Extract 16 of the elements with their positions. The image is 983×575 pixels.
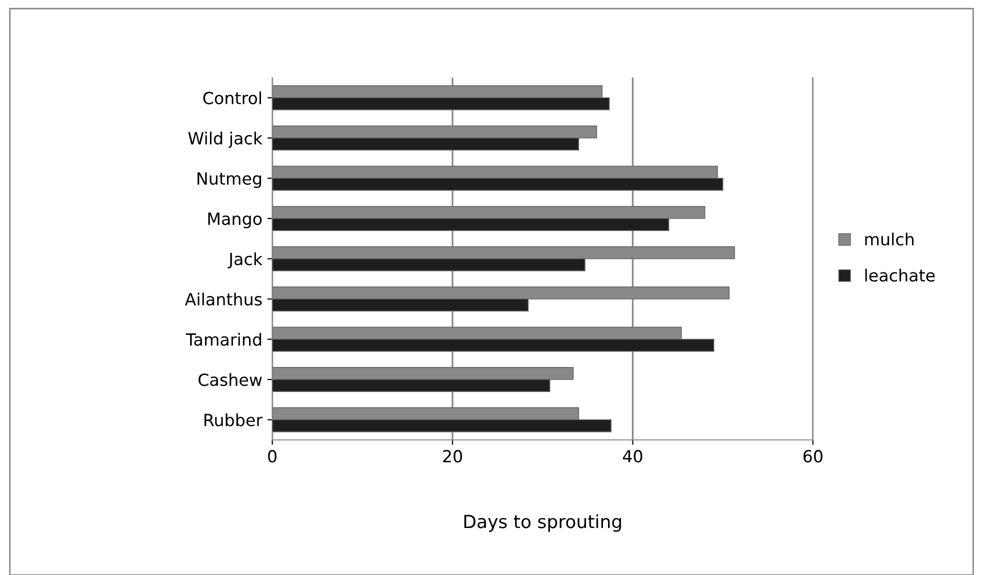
x-tick-label: 20 — [443, 450, 462, 462]
y-tick-label: Cashew — [198, 373, 262, 386]
y-tick-label: Nutmeg — [198, 172, 262, 188]
y-tick-label: Ailanthus — [184, 292, 262, 306]
x-tick-label: 0 — [268, 450, 276, 462]
y-tick-label: Mango — [208, 212, 262, 228]
y-tick-label: Wild jack — [188, 132, 263, 148]
legend-label: leachate — [865, 268, 935, 282]
y-tick-label: Control — [203, 91, 262, 104]
legend-label: mulch — [865, 232, 914, 246]
x-tick-label: 40 — [622, 450, 642, 462]
y-tick-label: Rubber — [204, 413, 263, 426]
y-tick-label: Tamarind — [186, 332, 262, 346]
x-tick-label: 60 — [804, 450, 822, 462]
y-tick-label: Jack — [228, 252, 263, 268]
x-axis-title: Days to sprouting — [464, 514, 621, 532]
